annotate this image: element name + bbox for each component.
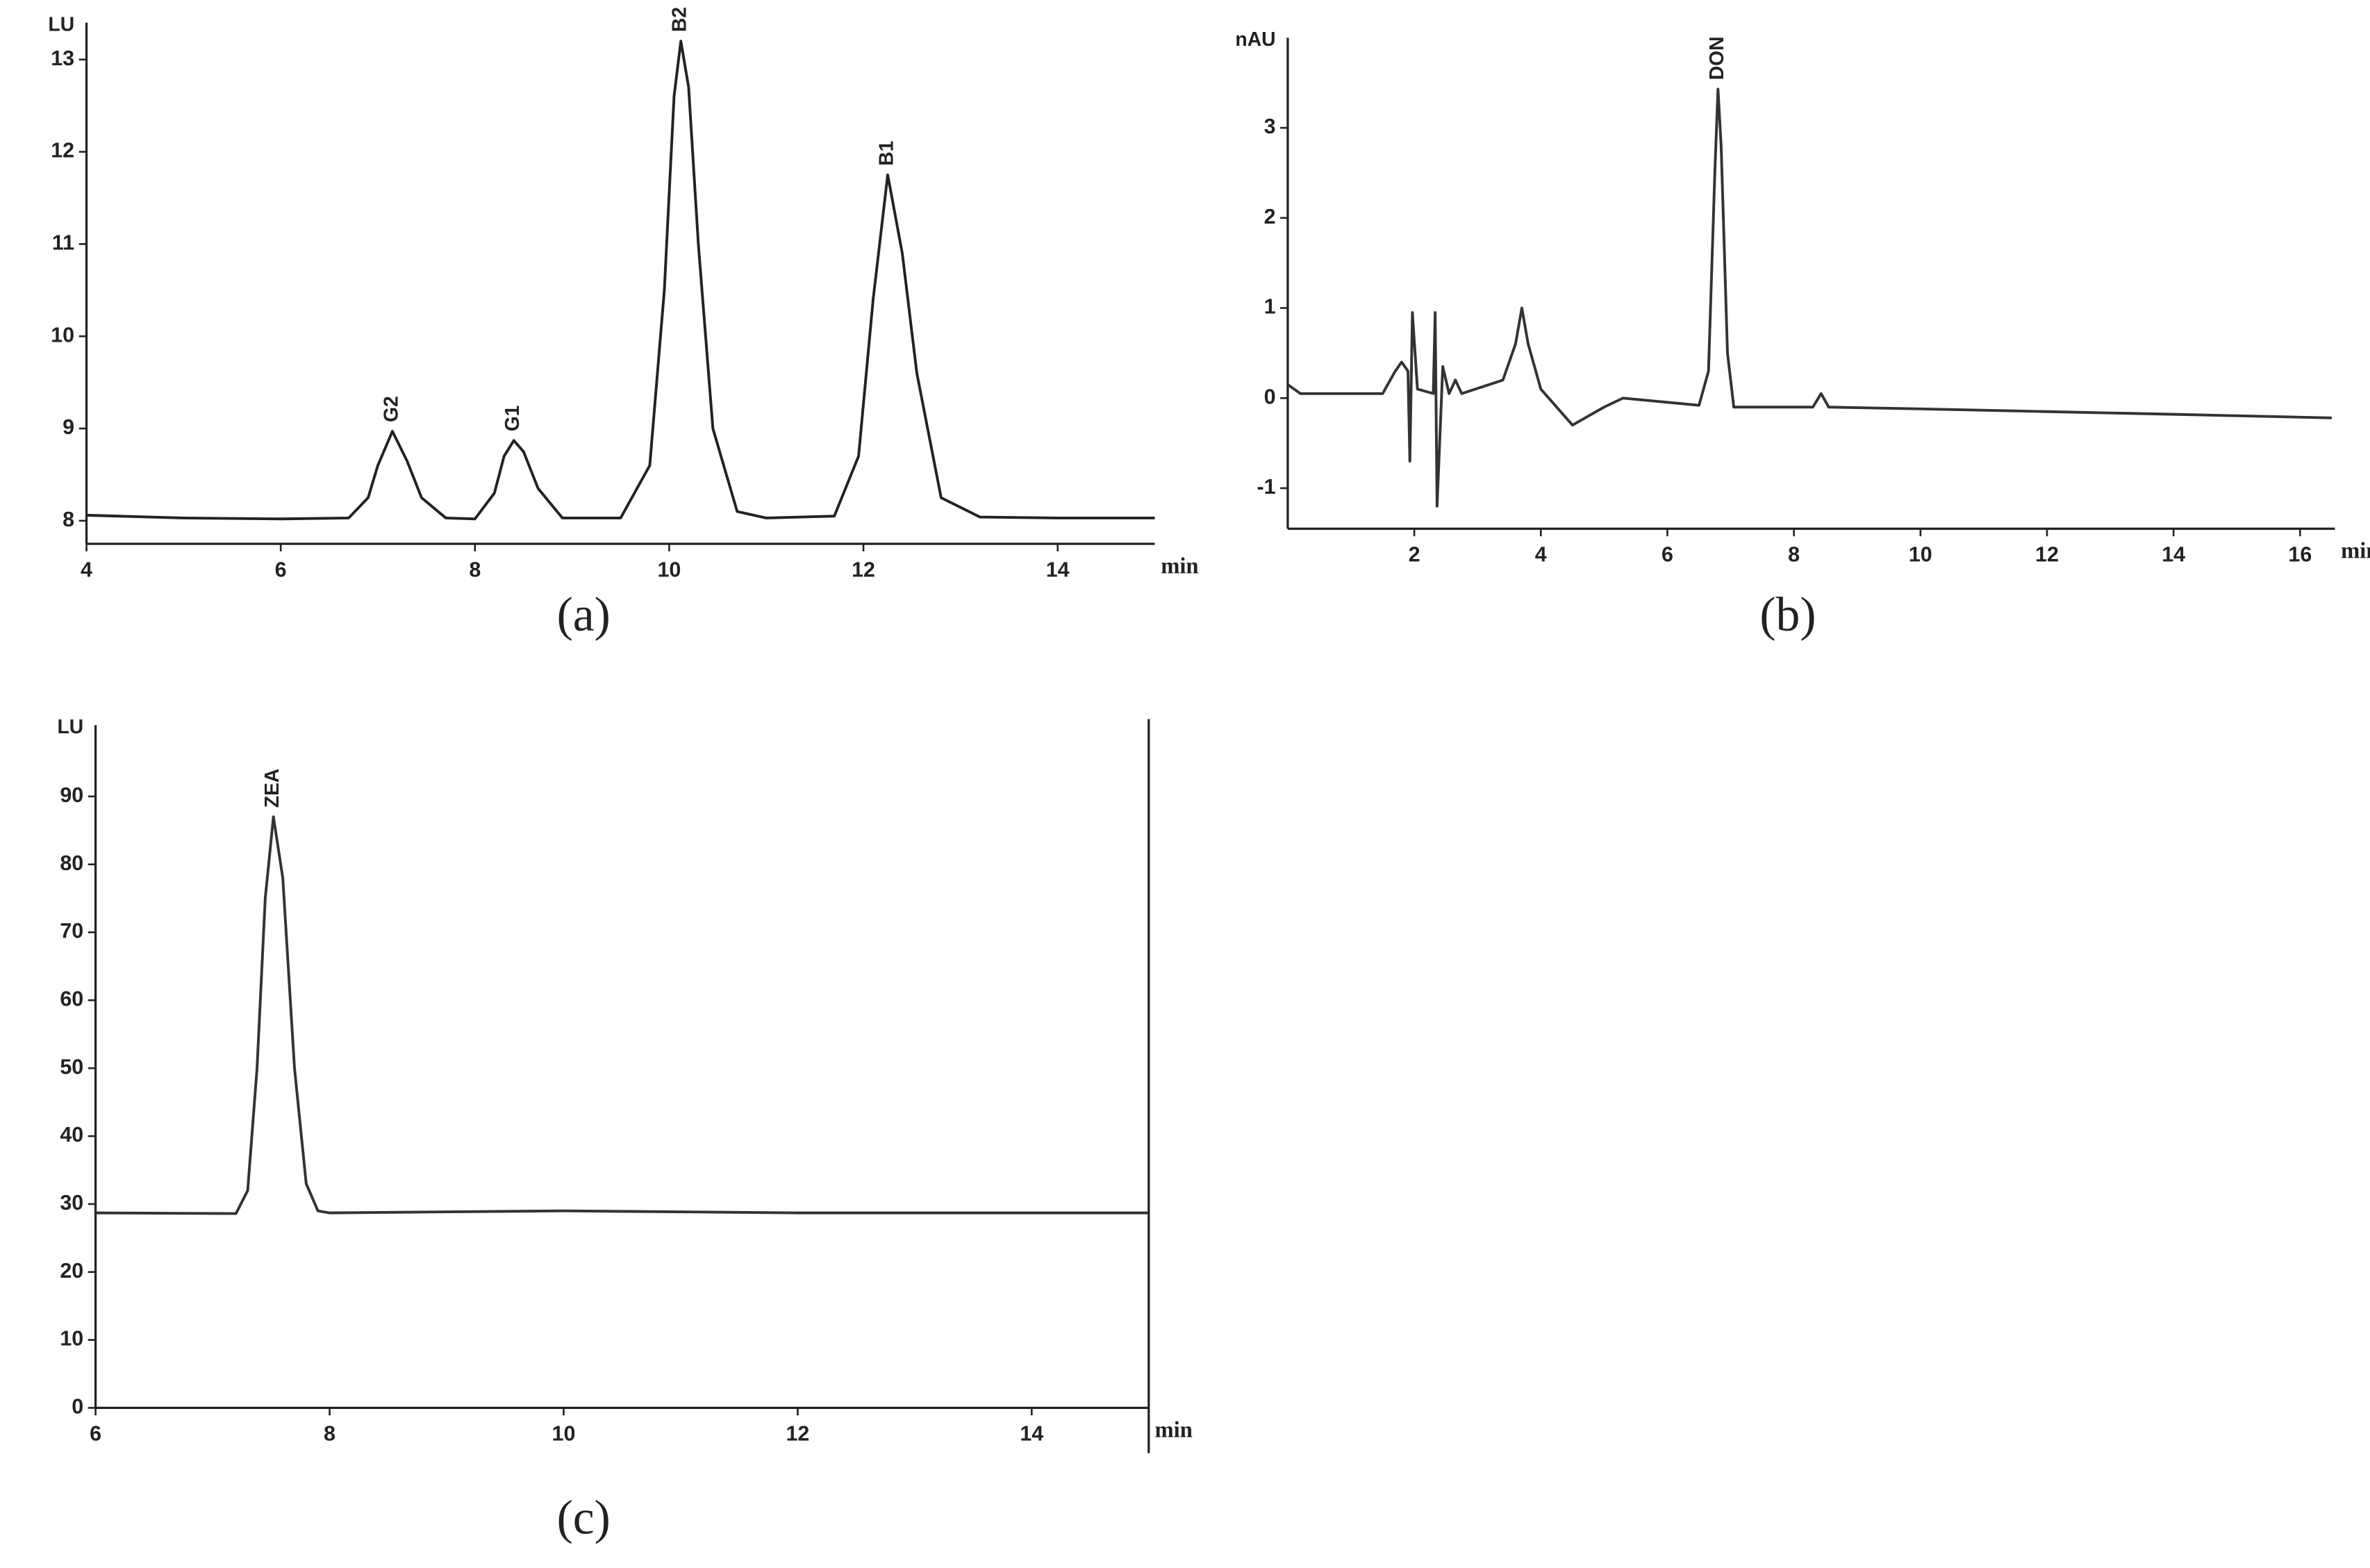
x-tick-label: 10 [657, 558, 681, 581]
y-tick-label: 10 [60, 1327, 83, 1351]
x-tick-label: 14 [2162, 543, 2185, 567]
y-tick-label: 11 [52, 231, 74, 254]
panel-label: (c) [557, 1492, 611, 1545]
y-tick-label: 0 [1264, 385, 1276, 408]
y-tick-label: -1 [1257, 475, 1275, 499]
x-tick-label: 12 [786, 1422, 809, 1446]
x-tick-label: 4 [1535, 543, 1547, 567]
x-axis-label: min [2341, 539, 2370, 564]
y-tick-label: 0 [72, 1394, 83, 1418]
y-tick-label: 60 [60, 987, 83, 1010]
y-tick-label: 20 [60, 1259, 83, 1283]
x-tick-label: 8 [469, 558, 481, 581]
y-axis-label: LU [48, 12, 74, 35]
peak-label: ZEA [260, 769, 283, 808]
x-tick-label: 6 [275, 558, 287, 581]
y-tick-label: 1 [1264, 295, 1276, 319]
x-tick-label: 16 [2288, 543, 2312, 567]
x-tick-label: 4 [81, 558, 92, 581]
peak-label: B1 [875, 141, 897, 166]
y-axis-label: nAU [1235, 28, 1275, 50]
y-tick-label: 3 [1264, 115, 1276, 138]
y-tick-label: 9 [63, 415, 74, 439]
y-tick-label: 10 [51, 323, 74, 347]
x-tick-label: 8 [324, 1422, 335, 1446]
x-tick-label: 10 [552, 1422, 576, 1446]
peak-label: G1 [501, 406, 523, 432]
chromatogram-line [86, 40, 1155, 521]
y-tick-label: 40 [60, 1123, 83, 1146]
y-tick-label: 70 [60, 919, 83, 943]
y-tick-label: 30 [60, 1191, 83, 1215]
x-axis-label: min [1161, 553, 1198, 578]
peak-label: DON [1705, 36, 1727, 80]
panel-label: (b) [1759, 588, 1816, 642]
y-tick-label: 12 [51, 139, 74, 162]
peak-label: G2 [379, 396, 401, 422]
x-tick-label: 12 [2035, 543, 2059, 567]
y-tick-label: 2 [1264, 205, 1276, 228]
x-tick-label: 14 [1046, 558, 1070, 581]
chromatogram-line [95, 815, 1149, 1215]
panel-label: (a) [557, 588, 611, 642]
x-axis-label: min [1154, 1418, 1192, 1443]
x-tick-label: 10 [1909, 543, 1932, 567]
peak-label: B2 [668, 7, 690, 32]
y-tick-label: 80 [60, 851, 83, 875]
x-tick-label: 6 [1662, 543, 1673, 567]
y-tick-label: 50 [60, 1055, 83, 1078]
x-tick-label: 12 [852, 558, 875, 581]
y-tick-label: 90 [60, 783, 83, 807]
chromatogram-line [1286, 87, 2332, 508]
x-tick-label: 2 [1409, 543, 1420, 567]
y-tick-label: 8 [63, 508, 74, 531]
y-axis-label: LU [57, 715, 83, 737]
x-tick-label: 14 [1020, 1422, 1043, 1446]
y-tick-label: 13 [51, 47, 74, 70]
x-tick-label: 6 [90, 1422, 101, 1446]
x-tick-label: 8 [1788, 543, 1800, 567]
